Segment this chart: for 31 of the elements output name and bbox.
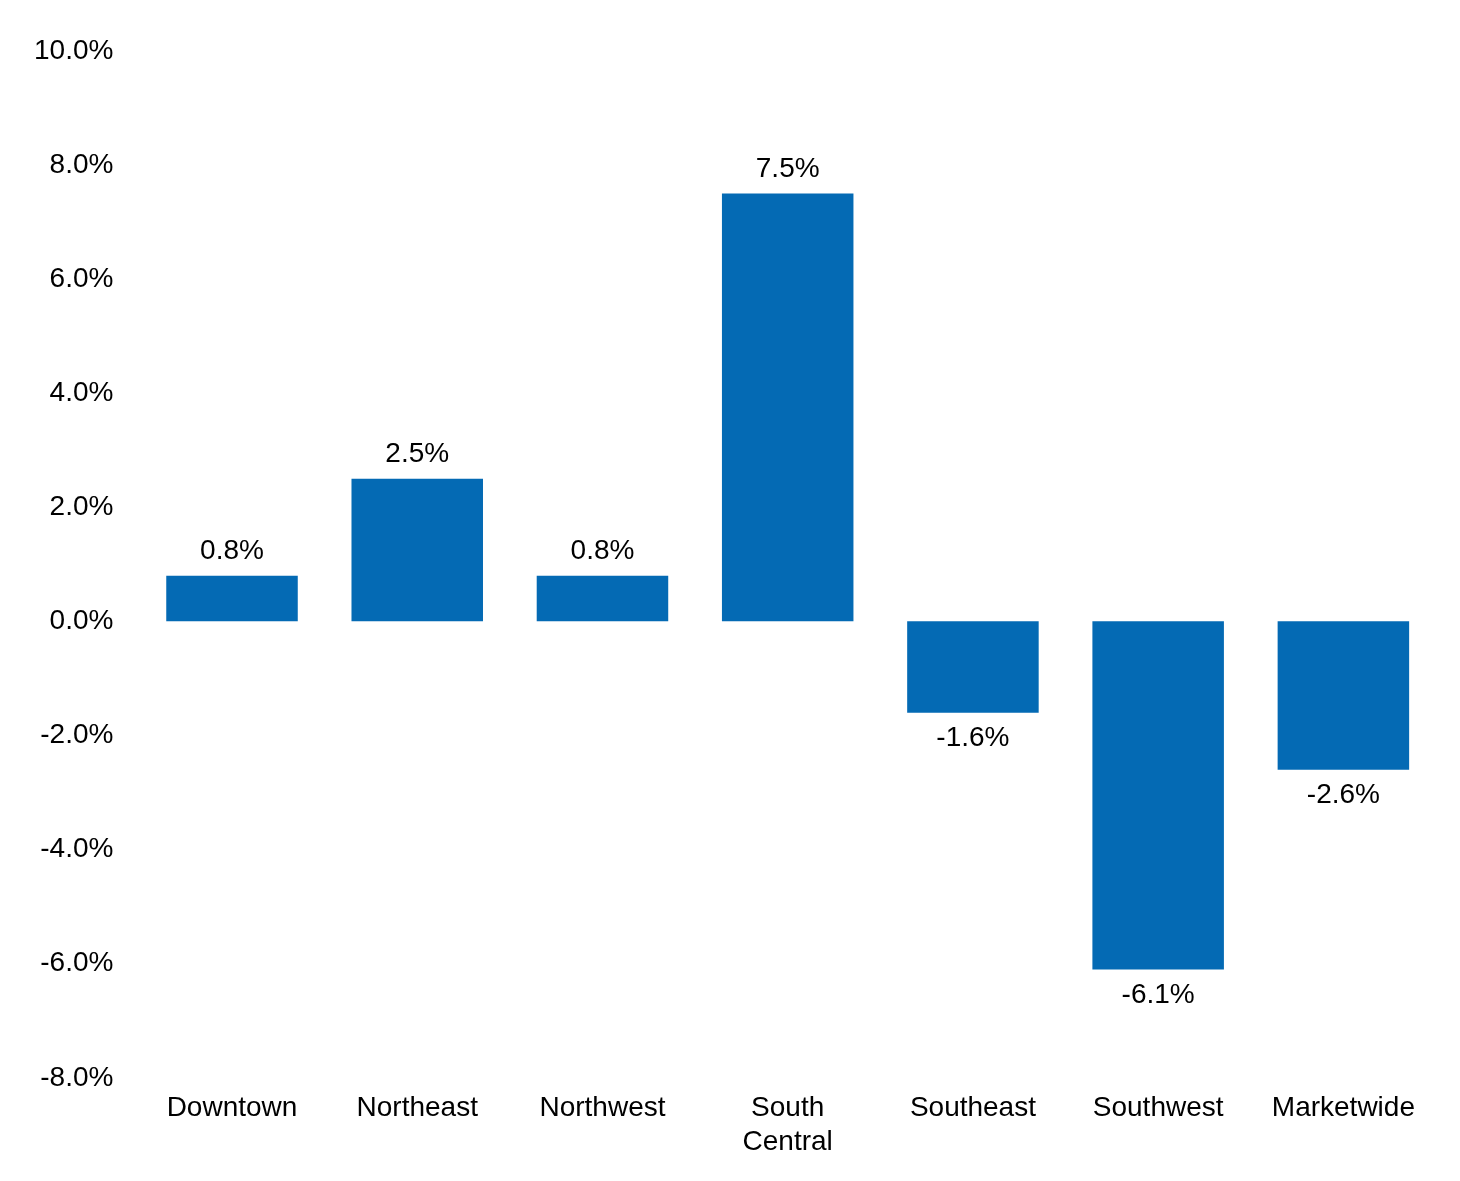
bar bbox=[1277, 621, 1410, 770]
y-tick-label: 2.0% bbox=[49, 489, 114, 521]
y-tick-label: -8.0% bbox=[40, 1060, 114, 1092]
data-label: -2.6% bbox=[1306, 778, 1380, 810]
bar bbox=[536, 575, 669, 622]
y-tick-label: 10.0% bbox=[33, 33, 114, 65]
x-tick-label: Northeast bbox=[356, 1091, 479, 1123]
y-tick-label: 8.0% bbox=[49, 147, 114, 179]
x-tick-label: Southwest bbox=[1092, 1091, 1224, 1123]
x-tick-label: Southeast bbox=[909, 1091, 1037, 1123]
y-tick-label: -6.0% bbox=[40, 946, 114, 978]
data-label: -1.6% bbox=[936, 721, 1010, 753]
x-tick-label: South Central bbox=[742, 1091, 833, 1156]
bar bbox=[721, 193, 854, 622]
x-tick-label: Northwest bbox=[539, 1091, 666, 1123]
data-label: 7.5% bbox=[755, 152, 820, 184]
y-tick-label: 6.0% bbox=[49, 261, 114, 293]
data-label: 0.8% bbox=[200, 534, 264, 566]
bar bbox=[1092, 621, 1224, 970]
y-tick-label: 4.0% bbox=[49, 375, 114, 407]
data-label: 0.8% bbox=[570, 534, 635, 566]
x-tick-label: Marketwide bbox=[1271, 1091, 1415, 1123]
y-tick-label: -2.0% bbox=[40, 718, 114, 750]
x-tick-label: Downtown bbox=[166, 1091, 298, 1123]
y-tick-label: 0.0% bbox=[49, 604, 114, 636]
bar bbox=[166, 575, 298, 622]
data-label: -6.1% bbox=[1121, 978, 1195, 1010]
bar bbox=[351, 478, 483, 622]
y-tick-label: -4.0% bbox=[40, 832, 114, 864]
bar bbox=[907, 621, 1039, 713]
data-label: 2.5% bbox=[385, 437, 450, 469]
